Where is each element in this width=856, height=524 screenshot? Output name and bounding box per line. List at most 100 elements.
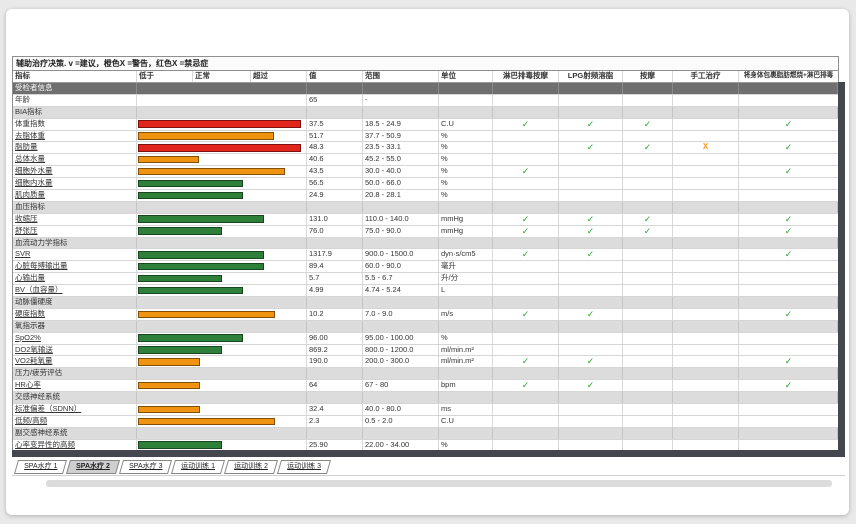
metric-label[interactable]: 细胞内水量 bbox=[13, 178, 137, 190]
treatment-cell bbox=[739, 190, 838, 201]
recommended-check-icon: ✓ bbox=[521, 249, 530, 260]
empty-cell bbox=[439, 83, 493, 94]
metric-label[interactable]: SVR bbox=[13, 249, 137, 261]
metric-unit: mmHg bbox=[439, 213, 493, 225]
metric-unit: 升/分 bbox=[439, 273, 493, 285]
metric-value: 24.9 bbox=[307, 190, 363, 201]
metric-row: VO2耗氧量 190.0 200.0 - 300.0 ml/min.m² ✓ ✓ ✓ bbox=[13, 356, 838, 369]
empty-cell bbox=[739, 83, 838, 94]
section-label: 受检者信息 bbox=[13, 83, 137, 94]
treatment-cell: ✓ bbox=[493, 356, 559, 368]
range-bar-track bbox=[137, 225, 307, 237]
metric-row: 硬度指数 10.2 7.0 - 9.0 m/s ✓ ✓ ✓ bbox=[13, 308, 838, 321]
treatment-cell bbox=[623, 404, 673, 415]
section-row: BIA指标 bbox=[13, 106, 838, 119]
treatment-cell bbox=[623, 285, 673, 297]
recommended-check-icon: ✓ bbox=[586, 308, 595, 319]
metric-label[interactable]: SpO2% bbox=[13, 332, 137, 344]
sheet-tab-label: 运动训练 1 bbox=[181, 463, 216, 470]
metric-label[interactable]: 心率变异性的高频 bbox=[13, 439, 137, 451]
col-header-below: 低于 bbox=[137, 71, 193, 82]
sheet-tab[interactable]: SPA水疗 1 bbox=[13, 460, 68, 474]
empty-cell bbox=[673, 392, 739, 404]
treatment-cell bbox=[623, 130, 673, 142]
orange-range-bar bbox=[138, 358, 200, 366]
metric-label[interactable]: BV（血容量） bbox=[13, 285, 137, 297]
sheet-tab[interactable]: 运动训练 2 bbox=[224, 460, 279, 474]
metric-value: 190.0 bbox=[307, 356, 363, 368]
section-row: 氧指示器 bbox=[13, 320, 838, 333]
range-bar-track bbox=[137, 261, 307, 273]
metric-label[interactable]: 心脏每搏输出量 bbox=[13, 261, 137, 273]
metric-label[interactable]: 脂肪量 bbox=[13, 142, 137, 154]
treatment-cell bbox=[623, 332, 673, 344]
metric-row: HR心率 64 67 - 80 bpm ✓ ✓ ✓ bbox=[13, 380, 838, 393]
treatment-cell bbox=[673, 166, 739, 178]
range-bar-track bbox=[137, 344, 307, 356]
metric-unit: % bbox=[439, 142, 493, 154]
red-range-bar bbox=[138, 144, 301, 152]
treatment-cell bbox=[559, 285, 623, 297]
metric-label[interactable]: 硬度指数 bbox=[13, 308, 137, 320]
treatment-cell: ✓ bbox=[559, 308, 623, 320]
metric-value: 40.6 bbox=[307, 154, 363, 166]
metric-label[interactable]: 去脂体重 bbox=[13, 130, 137, 142]
metric-range: 7.0 - 9.0 bbox=[363, 308, 439, 320]
treatment-cell bbox=[739, 333, 838, 344]
metric-value: 48.3 bbox=[307, 142, 363, 154]
treatment-cell bbox=[623, 154, 673, 166]
metric-unit: % bbox=[439, 439, 493, 451]
metric-label[interactable]: 肌肉质量 bbox=[13, 190, 137, 201]
metric-label[interactable]: VO2耗氧量 bbox=[13, 356, 137, 368]
treatment-cell: ✓ bbox=[493, 249, 559, 261]
empty-cell bbox=[363, 368, 439, 380]
empty-cell bbox=[137, 106, 307, 118]
metric-label[interactable]: 舒张压 bbox=[13, 225, 137, 237]
metric-value: 25.90 bbox=[307, 439, 363, 451]
treatment-cell bbox=[493, 154, 559, 166]
treatment-cell: ✓ bbox=[739, 356, 838, 367]
metric-label[interactable]: 低频/高频 bbox=[13, 415, 137, 427]
treatment-cell: ✓ bbox=[493, 166, 559, 178]
section-label: 副交感神经系统 bbox=[13, 427, 137, 439]
recommended-check-icon: ✓ bbox=[586, 118, 595, 129]
metric-unit: % bbox=[439, 190, 493, 201]
metric-unit: C.U bbox=[439, 415, 493, 427]
sheet-tab[interactable]: 运动训练 3 bbox=[277, 460, 331, 474]
empty-cell bbox=[559, 320, 623, 332]
green-range-bar bbox=[138, 215, 264, 223]
metric-label[interactable]: HR心率 bbox=[13, 380, 137, 392]
horizontal-scrollbar[interactable] bbox=[46, 480, 832, 487]
empty-cell bbox=[493, 83, 559, 94]
metric-row: 去脂体重 51.7 37.7 - 50.9% bbox=[13, 130, 838, 143]
range-bar-track bbox=[137, 415, 307, 427]
red-range-bar bbox=[138, 120, 301, 128]
section-row: 压力/疲劳评估 bbox=[13, 368, 838, 381]
sheet-tab[interactable]: SPA水疗 2 bbox=[66, 460, 121, 474]
metric-row: 收缩压 131.0 110.0 - 140.0 mmHg ✓ ✓ ✓ ✓ bbox=[13, 213, 838, 226]
sheet-tab[interactable]: 运动训练 1 bbox=[171, 460, 226, 474]
empty-cell bbox=[307, 427, 363, 439]
empty-cell bbox=[307, 237, 363, 249]
treatment-cell bbox=[623, 308, 673, 320]
metric-label[interactable]: 细胞外水量 bbox=[13, 166, 137, 178]
sheet-tab-label: 运动训练 2 bbox=[234, 463, 269, 470]
metric-label[interactable]: DO2氧输送 bbox=[13, 344, 137, 356]
metric-label[interactable]: 总体水量 bbox=[13, 154, 137, 166]
metric-row: 低频/高频 2.3 0.5 - 2.0 C.U bbox=[13, 415, 838, 428]
sheet-tab[interactable]: SPA水疗 3 bbox=[119, 460, 173, 474]
metric-row: 脂肪量 48.3 23.5 - 33.1% ✓ ✓ X ✓ bbox=[13, 142, 838, 155]
metric-row: 标准偏差（SDNN） 32.4 40.0 - 80.0 ms bbox=[13, 404, 838, 416]
metric-label[interactable]: 收缩压 bbox=[13, 213, 137, 225]
metric-label[interactable]: 心输出量 bbox=[13, 273, 137, 285]
treatment-cell bbox=[493, 130, 559, 142]
col-header-value: 值 bbox=[307, 71, 363, 82]
treatment-cell bbox=[493, 404, 559, 415]
empty-cell bbox=[307, 83, 363, 94]
empty-cell bbox=[673, 106, 739, 118]
recommended-check-icon: ✓ bbox=[586, 142, 595, 153]
treatment-cell bbox=[623, 94, 673, 106]
metric-label: 年龄 bbox=[13, 94, 137, 106]
treatment-cell bbox=[493, 178, 559, 190]
metric-label[interactable]: 标准偏差（SDNN） bbox=[13, 404, 137, 415]
